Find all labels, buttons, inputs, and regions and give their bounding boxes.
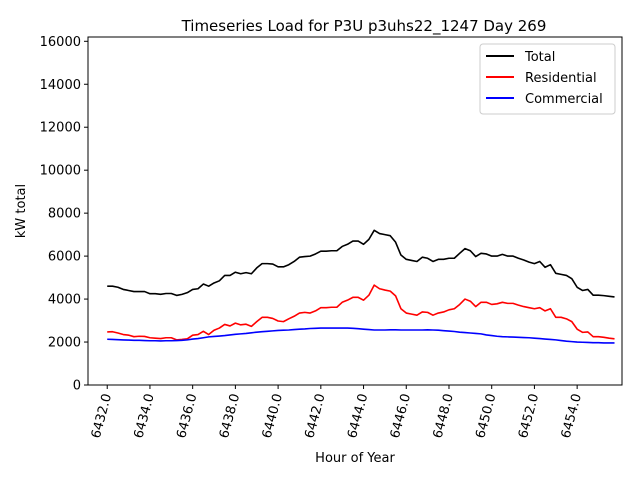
y-tick-label: 4000 bbox=[48, 293, 81, 308]
axes-frame bbox=[87, 36, 623, 386]
series-lines bbox=[107, 229, 615, 344]
chart-title: Timeseries Load for P3U p3uhs22_1247 Day… bbox=[181, 17, 547, 36]
legend-residential-label: Residential bbox=[525, 71, 597, 86]
y-tick-label: 0 bbox=[73, 379, 81, 394]
y-axis-label: kW total bbox=[14, 184, 29, 238]
series-line-commercial bbox=[107, 327, 615, 344]
y-axis-ticks: 0 2000 4000 6000 8000 10000 12000 14000 16000 bbox=[40, 35, 88, 394]
legend: Total Residential Commercial bbox=[479, 43, 616, 115]
x-axis-label: Hour of Year bbox=[315, 451, 395, 466]
series-line-residential bbox=[107, 284, 615, 341]
y-tick-label: 2000 bbox=[48, 336, 81, 351]
y-tick-label: 14000 bbox=[40, 78, 81, 93]
y-tick-label: 12000 bbox=[40, 121, 81, 136]
y-tick-label: 6000 bbox=[48, 250, 81, 265]
series-line-total bbox=[107, 229, 615, 298]
y-tick-label: 16000 bbox=[40, 35, 81, 50]
legend-commercial-label: Commercial bbox=[525, 92, 603, 107]
y-tick-label: 10000 bbox=[40, 164, 81, 179]
y-tick-label: 8000 bbox=[48, 207, 81, 222]
legend-total-label: Total bbox=[524, 50, 555, 65]
legend-box bbox=[479, 43, 616, 115]
